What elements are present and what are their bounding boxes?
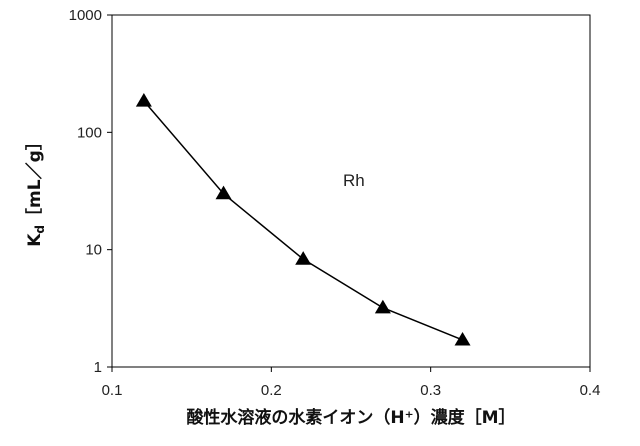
annotations: Rh	[343, 171, 365, 190]
y-axis-title: Kd［mL／g］	[24, 133, 47, 247]
y-tick-label: 1000	[69, 7, 102, 24]
x-axis-title: 酸性水溶液の水素イオン（H⁺）濃度［M］	[186, 407, 515, 428]
y-tick-label: 100	[77, 124, 102, 141]
x-axis-ticks: 0.1 0.2 0.3 0.4	[102, 367, 601, 399]
plot-area	[112, 15, 590, 367]
y-axis-title-main: K	[25, 233, 45, 247]
y-axis-title-unit: ［mL／g］	[24, 133, 45, 225]
y-tick-label: 1	[94, 359, 102, 376]
y-axis-ticks: 1 10 100 1000	[69, 7, 112, 376]
y-axis-title-subscript: d	[33, 225, 47, 234]
x-tick-label: 0.3	[420, 382, 441, 399]
x-tick-label: 0.2	[261, 382, 282, 399]
x-tick-label: 0.4	[580, 382, 601, 399]
x-tick-label: 0.1	[102, 382, 123, 399]
series-annotation-label: Rh	[343, 171, 365, 190]
y-tick-label: 10	[85, 242, 102, 259]
